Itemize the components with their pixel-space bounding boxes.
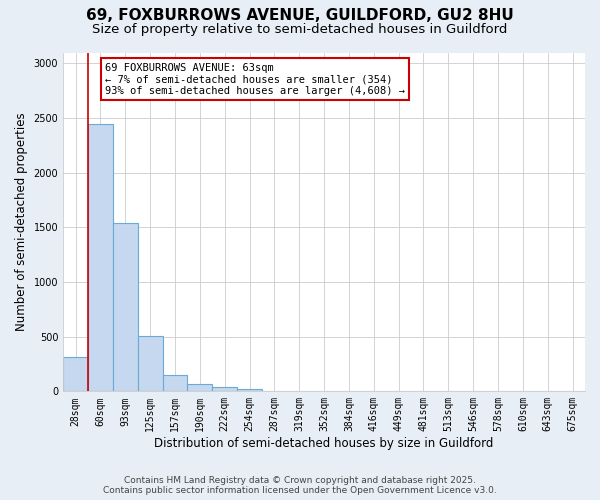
Bar: [113, 223, 138, 392]
Bar: [138, 336, 163, 392]
Bar: [88, 124, 113, 392]
Bar: [187, 384, 212, 392]
X-axis label: Distribution of semi-detached houses by size in Guildford: Distribution of semi-detached houses by …: [154, 437, 494, 450]
Text: 69 FOXBURROWS AVENUE: 63sqm
← 7% of semi-detached houses are smaller (354)
93% o: 69 FOXBURROWS AVENUE: 63sqm ← 7% of semi…: [105, 62, 405, 96]
Bar: [212, 387, 237, 392]
Bar: [163, 375, 187, 392]
Y-axis label: Number of semi-detached properties: Number of semi-detached properties: [15, 112, 28, 331]
Text: Size of property relative to semi-detached houses in Guildford: Size of property relative to semi-detach…: [92, 22, 508, 36]
Text: 69, FOXBURROWS AVENUE, GUILDFORD, GU2 8HU: 69, FOXBURROWS AVENUE, GUILDFORD, GU2 8H…: [86, 8, 514, 22]
Text: Contains HM Land Registry data © Crown copyright and database right 2025.
Contai: Contains HM Land Registry data © Crown c…: [103, 476, 497, 495]
Bar: [237, 388, 262, 392]
Bar: [63, 358, 88, 392]
